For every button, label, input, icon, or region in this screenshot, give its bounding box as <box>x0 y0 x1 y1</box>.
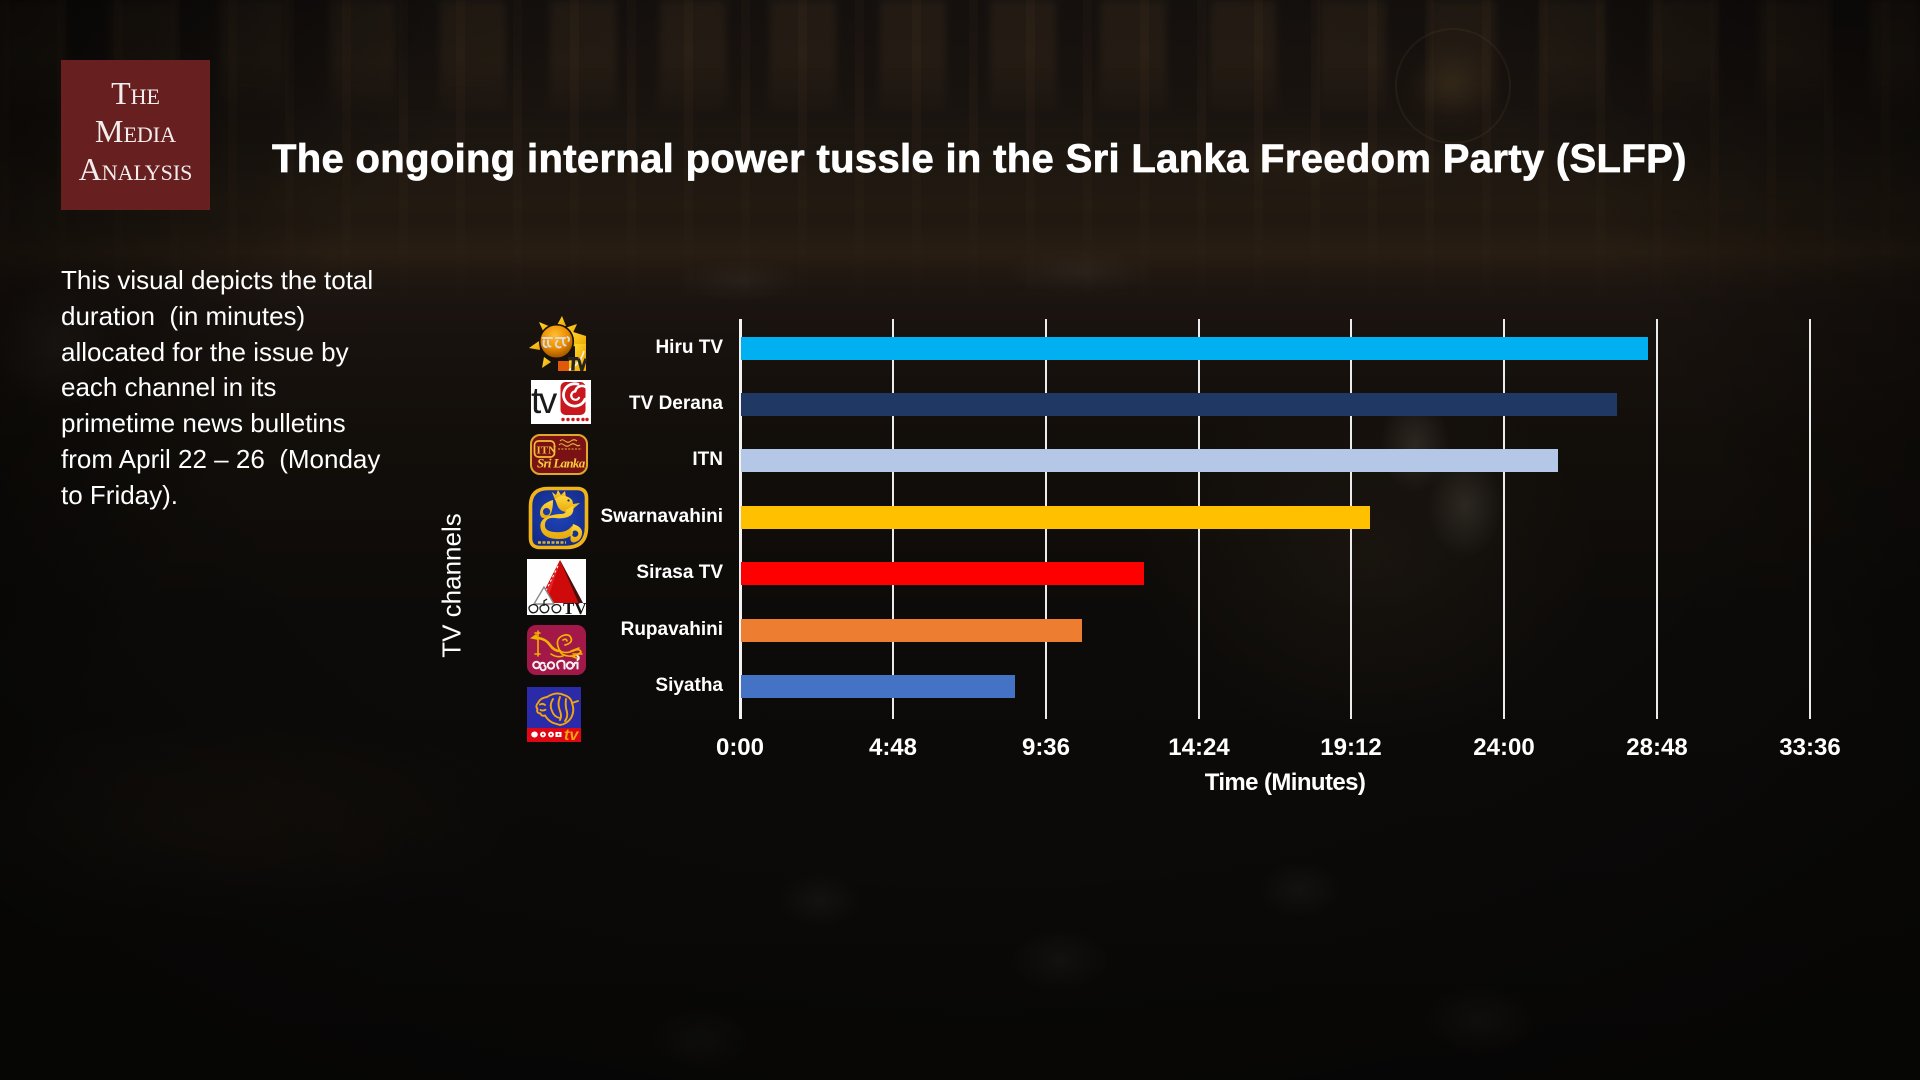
svg-text:TV: TV <box>563 599 586 615</box>
svg-text:tv: tv <box>564 727 579 742</box>
svg-text:tv: tv <box>531 380 558 421</box>
svg-text:ITN: ITN <box>537 445 557 457</box>
svg-text:Sri Lanka: Sri Lanka <box>537 456 586 471</box>
